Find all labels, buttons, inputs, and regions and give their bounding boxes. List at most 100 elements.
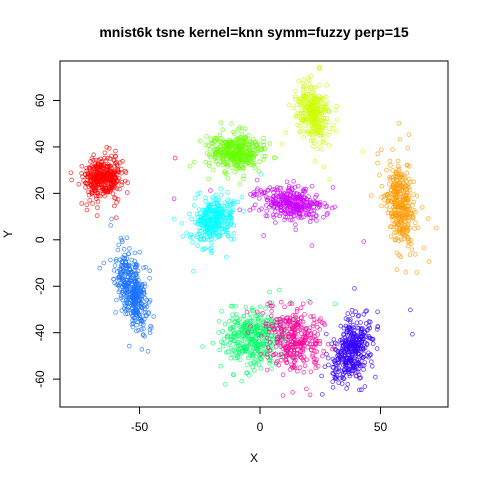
scatter-point [334,104,340,109]
scatter-point [194,212,200,217]
scatter-point [247,207,253,213]
scatter-point [286,200,291,206]
scatter-point [92,180,98,185]
scatter-point [241,313,247,319]
scatter-point [118,295,124,301]
scatter-point [218,339,224,345]
scatter-point [125,281,130,287]
scatter-point [200,344,205,350]
scatter-point [290,390,296,395]
scatter-point [387,158,393,164]
scatter-point [292,341,298,347]
scatter-point [389,175,394,180]
scatter-point [87,165,92,171]
scatter-point [303,95,309,100]
scatter-point [399,202,404,208]
scatter-point [269,366,274,371]
scatter-point [206,176,211,182]
scatter-point [245,340,250,345]
scatter-point [225,221,230,227]
scatter-point [250,137,256,142]
scatter-point [375,309,380,315]
scatter-point [139,293,145,299]
scatter-point [362,360,368,365]
scatter-point [179,221,185,226]
scatter-point [275,190,281,195]
scatter-point [195,243,200,248]
scatter-point [319,373,324,379]
scatter-point [265,187,270,193]
scatter-point [216,318,222,324]
scatter-point [376,172,382,178]
scatter-point [284,360,289,366]
scatter-point [147,268,153,274]
y-tick-label: 20 [33,186,47,200]
scatter-point [291,179,297,184]
scatter-point [106,172,111,177]
scatter-point [242,151,247,157]
scatter-point [80,174,85,180]
scatter-point [317,83,322,88]
scatter-point [276,362,282,368]
scatter-point [256,169,262,174]
scatter-point [109,178,114,184]
scatter-point [311,138,316,144]
scatter-point [90,201,95,206]
scatter-point [308,332,313,338]
scatter-point [293,315,299,320]
scatter-point [325,119,330,125]
scatter-point [353,309,358,314]
scatter-point [318,104,324,109]
scatter-point [236,340,241,345]
scatter-point [334,117,340,123]
scatter-point [241,140,247,146]
scatter-point [396,238,402,243]
scatter-point [249,349,254,354]
scatter-point [314,319,320,325]
scatter-point [391,207,397,213]
scatter-point [294,306,300,312]
scatter-point [138,286,143,291]
scatter-point [315,205,320,211]
scatter-point [233,312,239,317]
scatter-point [254,309,260,315]
scatter-point [273,360,279,366]
scatter-point [401,205,407,211]
scatter-point [291,213,297,219]
scatter-point [300,111,306,116]
scatter-point [320,118,326,124]
scatter-point [347,340,352,346]
scatter-point [214,214,220,220]
scatter-point [396,166,402,172]
scatter-point [330,122,336,128]
scatter-point [227,214,233,219]
scatter-point [397,216,403,222]
scatter-point [114,215,119,221]
scatter-point [405,200,411,206]
scatter-point [272,187,278,192]
scatter-point [256,196,262,201]
scatter-point [222,170,228,176]
scatter-point [256,207,262,213]
scatter-point [289,364,295,370]
scatter-point [233,303,238,309]
scatter-point [254,177,260,183]
scatter-point [228,355,234,361]
scatter-point [309,347,314,353]
scatter-point [207,207,213,213]
scatter-point [224,147,229,152]
scatter-point [335,360,340,366]
scatter-point [340,343,346,349]
scatter-point [239,131,245,137]
scatter-point [79,164,85,169]
scatter-point [389,210,395,216]
scatter-point [276,352,282,358]
scatter-point [364,308,370,314]
scatter-point [245,330,251,335]
y-tick-label: -60 [33,370,47,388]
scatter-point [405,182,411,188]
scatter-point [293,222,298,227]
scatter-point [397,185,403,191]
scatter-point [280,333,286,339]
scatter-point [406,240,412,245]
